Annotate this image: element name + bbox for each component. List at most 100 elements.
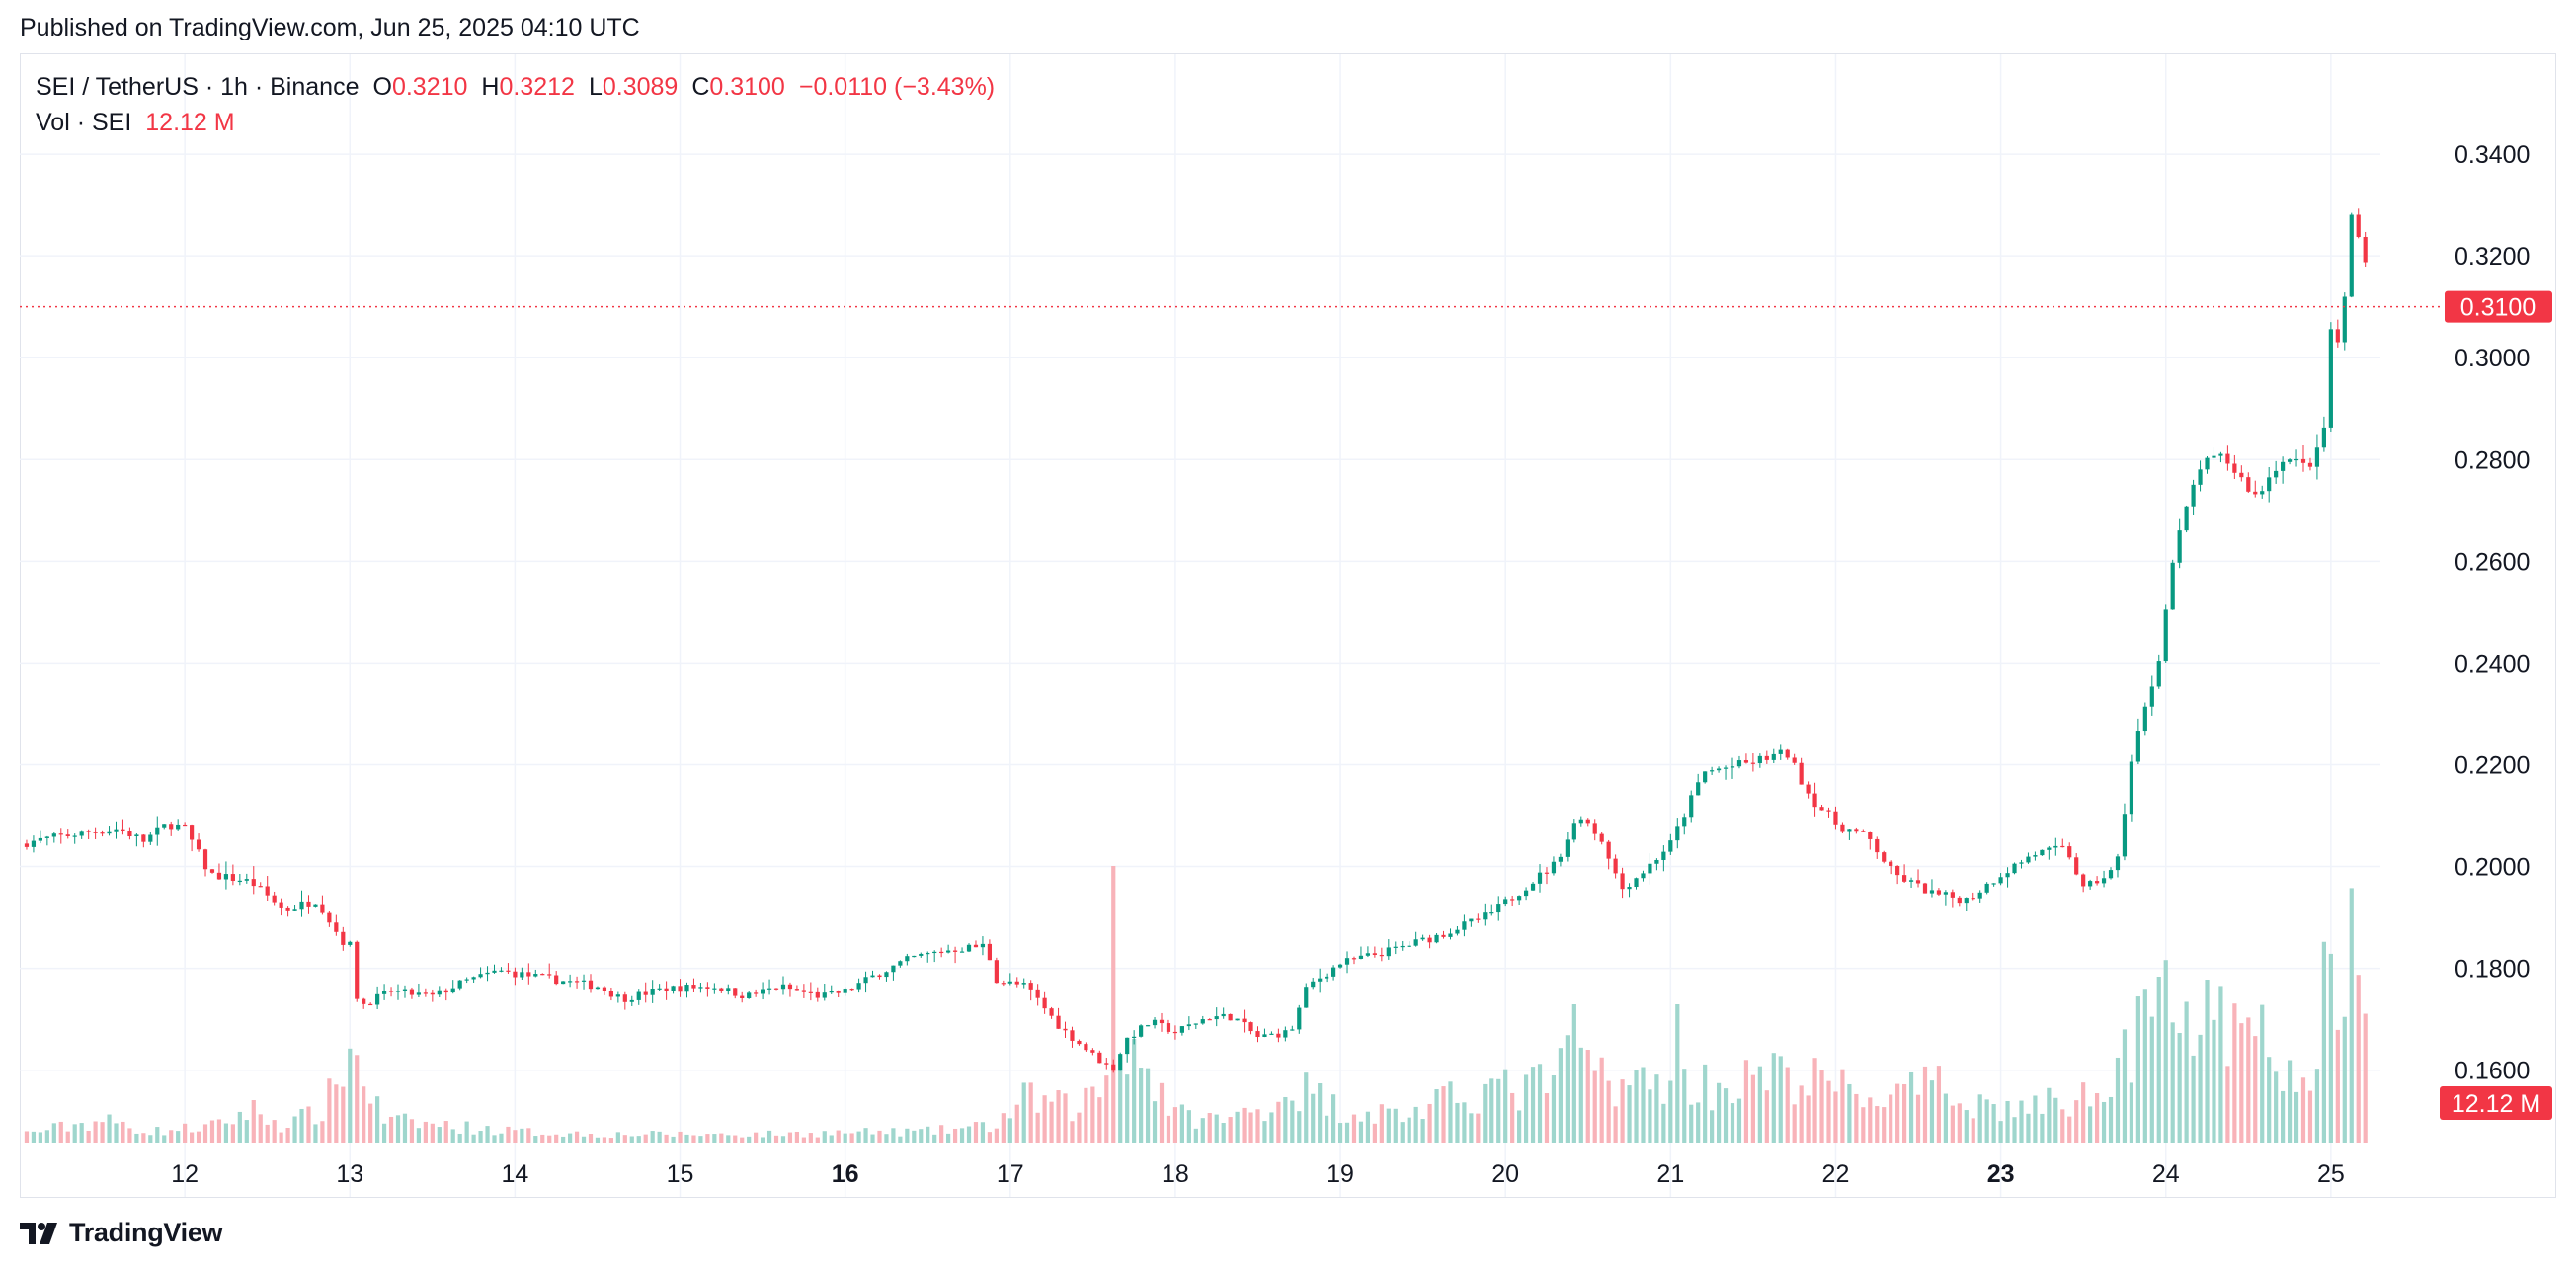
volume-bar [2267,1057,2272,1143]
volume-bar [554,1134,559,1143]
volume-bar [1330,1094,1336,1143]
candle-body [1875,838,1880,853]
candle-body [1661,851,1666,860]
candle-body [747,992,752,998]
price-axis[interactable]: 0.3400 0.3200 0.3000 0.2800 0.2600 0.2400 0.22… [2455,141,2530,1085]
candle-body [2356,214,2361,238]
axis-badges: 0.3100 12.12 M [2440,290,2552,1120]
volume-bar [1571,1004,1576,1143]
time-tick-label: 22 [1822,1160,1850,1188]
volume-bar [1544,1093,1550,1143]
candle-body [877,975,882,978]
candle-body [2129,761,2134,815]
volume-bar [1998,1121,2003,1143]
legend-high-value: 0.3212 [499,73,575,101]
candle-body [402,989,408,991]
footer-brand[interactable]: TradingView [20,1218,223,1248]
candle-body [2281,461,2286,471]
legend-close-value: 0.3100 [709,73,785,101]
candle-body [1063,1028,1068,1031]
volume-bar [1228,1117,1233,1143]
volume-bar [2225,1066,2230,1143]
candle-body [1014,981,1019,985]
candle-body [1028,983,1033,990]
candle-body [2363,237,2368,263]
candle-body [1365,953,1371,956]
candle-body [1386,947,1391,957]
candle-body [1448,933,1453,937]
volume-bar [1276,1101,1281,1143]
volume-bar [223,1123,229,1143]
candle-body [1186,1024,1191,1027]
candle-body [1139,1025,1144,1037]
candle-body [829,991,834,993]
candle-body [244,879,249,881]
candle-body [815,991,820,998]
volume-bar [1111,866,1116,1143]
volume-bar [1372,1123,1377,1143]
volume-bar [409,1119,415,1143]
volume-bar [1462,1102,1467,1143]
legend-symbol[interactable]: SEI / TetherUS · 1h · Binance [36,73,360,101]
volume-bar [540,1134,545,1143]
candle-body [581,980,587,982]
time-axis[interactable]: 12 13 14 15 16 17 18 19 20 21 22 23 24 25 [171,1160,2345,1188]
candle-body [1537,872,1543,884]
candle-body [1806,784,1811,794]
volume-bar [464,1121,469,1143]
volume-bar [121,1121,125,1143]
volume-bar [1476,1113,1481,1143]
volume-bar [1634,1070,1639,1143]
volume-bar [1847,1083,1852,1143]
candle-body [216,872,222,880]
candle-body [2294,458,2299,461]
volume-bar [1400,1122,1405,1143]
candle-body [1826,810,1831,812]
volume-bar [1882,1107,1887,1143]
volume-bar [1929,1080,1935,1143]
volume-bar [2191,1055,2196,1143]
volume-bar [1125,1074,1130,1143]
candle-body [2307,462,2313,467]
volume-bar [492,1135,497,1143]
volume-bar [457,1133,462,1143]
volume-bar [2149,1016,2154,1143]
volume-bar [595,1137,601,1143]
legend-volume-label[interactable]: Vol · SEI [36,109,132,136]
volume-bar [2307,1090,2313,1143]
volume-bar [1118,1070,1123,1143]
candle-body [2135,731,2140,762]
volume-bar [766,1130,772,1143]
volume-bar [760,1137,765,1143]
volume-bar [1001,1113,1006,1143]
volume-bar [134,1133,139,1143]
candle-body [114,829,119,832]
volume-bar [1028,1082,1033,1143]
volume-bar [1021,1082,1026,1143]
candle-body [65,834,70,836]
candle-body [1476,918,1481,920]
price-tick-label: 0.3200 [2455,243,2530,271]
candle-body [959,951,965,953]
candle-body [430,992,435,995]
time-tick-label: 15 [667,1160,694,1188]
volume-bar [1716,1082,1722,1143]
volume-bar [107,1114,112,1143]
volume-bar [499,1133,504,1143]
candle-body [31,840,37,847]
candle-body [574,981,580,983]
candle-body [1248,1022,1253,1032]
volume-bar [1730,1103,1735,1143]
candle-body [547,974,552,976]
volume-bar [808,1133,813,1143]
price-tick-label: 0.3400 [2455,141,2530,169]
candle-body [2074,857,2079,875]
candle-body [134,834,139,837]
volume-bar [1620,1079,1625,1143]
volume-bar [952,1128,958,1143]
volume-bar [891,1128,896,1143]
candle-body [1379,954,1384,957]
volume-bar [1613,1106,1618,1143]
candle-body [1964,898,1969,904]
